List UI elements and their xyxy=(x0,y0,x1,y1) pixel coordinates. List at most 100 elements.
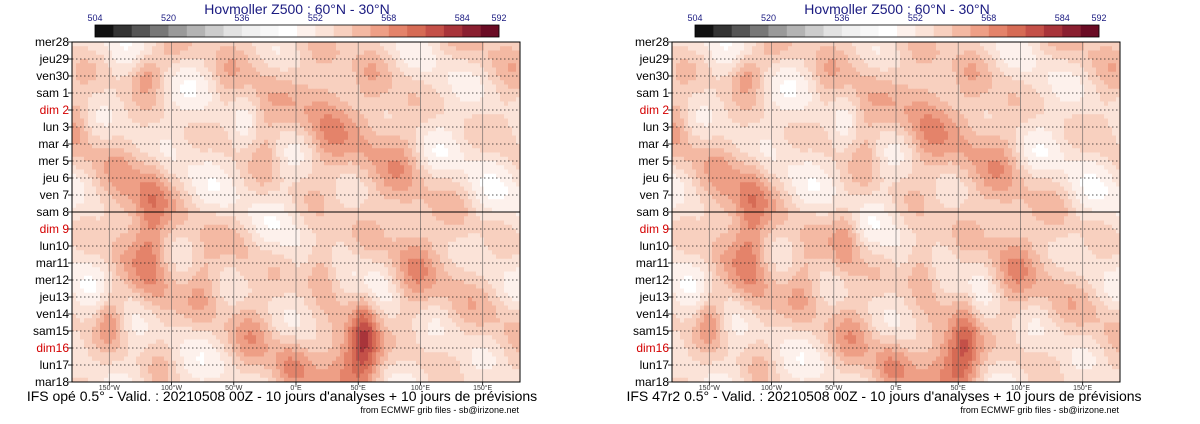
heat-cell xyxy=(416,97,421,102)
heat-cell xyxy=(512,88,517,94)
heat-cell xyxy=(184,88,189,94)
heat-cell xyxy=(352,67,357,73)
heat-cell xyxy=(196,122,201,128)
heat-cell xyxy=(220,67,225,73)
heat-cell xyxy=(296,67,301,73)
heat-cell xyxy=(428,165,433,170)
heat-cell xyxy=(496,224,501,230)
heat-cell xyxy=(408,139,413,145)
heat-cell xyxy=(96,131,101,136)
heat-cell xyxy=(184,186,189,192)
heat-cell xyxy=(416,212,421,217)
heat-cell xyxy=(324,50,329,56)
heat-cell xyxy=(84,229,89,234)
heat-cell xyxy=(424,203,429,209)
heat-cell xyxy=(344,220,349,226)
heat-cell xyxy=(472,161,477,166)
heat-cell xyxy=(188,122,193,128)
heat-cell xyxy=(396,84,401,90)
heat-cell xyxy=(420,127,425,132)
heat-cell xyxy=(440,178,445,183)
heat-cell xyxy=(88,139,93,145)
heat-cell xyxy=(380,165,385,170)
heat-cell xyxy=(128,118,133,124)
heat-cell xyxy=(400,88,405,94)
heat-cell xyxy=(188,88,193,94)
heat-cell xyxy=(220,152,225,158)
heat-cell xyxy=(376,161,381,166)
heat-cell xyxy=(152,152,157,158)
heat-cell xyxy=(404,93,409,98)
heat-cell xyxy=(388,93,393,98)
heat-cell xyxy=(72,127,77,132)
heat-cell xyxy=(320,71,325,77)
heat-cell xyxy=(508,144,513,149)
heat-cell xyxy=(508,84,513,90)
heat-cell xyxy=(244,67,249,73)
heat-cell xyxy=(220,50,225,56)
heat-cell xyxy=(452,161,457,166)
heat-cell xyxy=(116,50,121,56)
heat-cell xyxy=(412,59,417,64)
heat-cell xyxy=(408,50,413,56)
heat-cell xyxy=(376,80,381,85)
heat-cell xyxy=(476,59,481,64)
heat-cell xyxy=(244,195,249,200)
heat-cell xyxy=(428,71,433,77)
heat-cell xyxy=(504,118,509,124)
heat-cell xyxy=(424,195,429,200)
heat-cell xyxy=(492,148,497,153)
heat-cell xyxy=(124,59,129,64)
heat-cell xyxy=(424,190,429,196)
heat-cell xyxy=(124,105,129,111)
heat-cell xyxy=(500,152,505,158)
heat-cell xyxy=(312,80,317,85)
heat-cell xyxy=(300,173,305,179)
heat-cell xyxy=(120,46,125,51)
heat-cell xyxy=(488,190,493,196)
heat-cell xyxy=(192,148,197,153)
heat-cell xyxy=(372,131,377,136)
heat-cell xyxy=(444,63,449,68)
heat-cell xyxy=(188,46,193,51)
heat-cell xyxy=(212,173,217,179)
heat-cell xyxy=(448,122,453,128)
heat-cell xyxy=(352,84,357,90)
heat-cell xyxy=(408,71,413,77)
heat-cell xyxy=(364,216,369,221)
heat-cell xyxy=(280,152,285,158)
heat-cell xyxy=(292,139,297,145)
heat-cell xyxy=(408,122,413,128)
heat-cell xyxy=(156,84,161,90)
heat-cell xyxy=(76,152,81,158)
heat-cell xyxy=(152,84,157,90)
heat-cell xyxy=(448,203,453,209)
heat-cell xyxy=(200,144,205,149)
heat-cell xyxy=(100,169,105,175)
heat-cell xyxy=(472,101,477,107)
heat-cell xyxy=(388,114,393,119)
heat-cell xyxy=(116,101,121,107)
heat-cell xyxy=(300,220,305,226)
heat-cell xyxy=(384,178,389,183)
heat-cell xyxy=(344,161,349,166)
heat-cell xyxy=(232,63,237,68)
heat-cell xyxy=(392,101,397,107)
heat-cell xyxy=(184,207,189,213)
heat-cell xyxy=(320,190,325,196)
heat-cell xyxy=(100,105,105,111)
heat-cell xyxy=(436,76,441,81)
heat-cell xyxy=(352,144,357,149)
heat-cell xyxy=(280,97,285,102)
heat-cell xyxy=(512,212,517,217)
heat-cell xyxy=(440,148,445,153)
heat-cell xyxy=(408,63,413,68)
heat-cell xyxy=(136,220,141,226)
heat-cell xyxy=(164,173,169,179)
heat-cell xyxy=(404,152,409,158)
heat-cell xyxy=(148,212,153,217)
heat-cell xyxy=(304,169,309,175)
heat-cell xyxy=(424,139,429,145)
heat-cell xyxy=(472,169,477,175)
heat-cell xyxy=(448,46,453,51)
